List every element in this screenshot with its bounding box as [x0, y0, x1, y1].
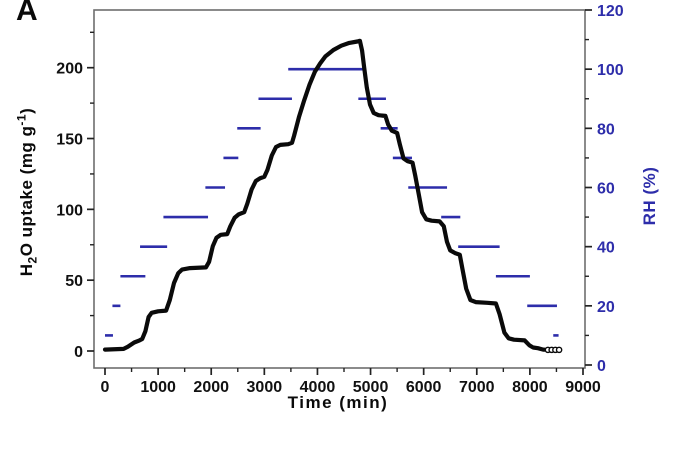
x-tick-label: 6000 [406, 379, 442, 396]
y-axis-label-left: H2O uptake (mg g-1) [14, 108, 39, 277]
y-right-tick-label: 100 [597, 62, 624, 79]
y-right-tick-label: 0 [597, 358, 606, 375]
y-left-tick-label: 200 [56, 61, 83, 78]
y-right-tick-label: 120 [597, 3, 624, 20]
x-tick-label: 2000 [193, 379, 229, 396]
y-left-tick-label: 50 [65, 273, 83, 290]
x-tick-label: 8000 [512, 379, 548, 396]
x-tick-label: 4000 [300, 379, 336, 396]
y-right-tick-label: 80 [597, 121, 615, 138]
y-left-tick-label: 0 [74, 344, 83, 361]
uptake-tail-marker [555, 346, 563, 354]
x-tick-label: 5000 [353, 379, 389, 396]
y-axis-label-right: RH (%) [640, 166, 659, 226]
ylabel-left-post: ) [17, 107, 37, 114]
ylabel-left-mid: O uptake (mg g [17, 125, 37, 257]
x-axis-label: Time (min) [287, 393, 389, 412]
x-tick-label: 3000 [247, 379, 283, 396]
ylabel-left-sub: 2 [25, 256, 40, 264]
y-right-tick-label: 40 [597, 240, 615, 257]
x-tick-label: 7000 [459, 379, 495, 396]
y-left-tick-label: 100 [56, 202, 83, 219]
x-tick-label: 9000 [565, 379, 601, 396]
uptake-curve [102, 38, 547, 352]
ylabel-left-sup: -1 [14, 113, 29, 126]
x-tick-label: 1000 [140, 379, 176, 396]
ylabel-left-pre: H [17, 263, 37, 277]
y-left-tick-label: 150 [56, 132, 83, 149]
y-right-tick-label: 60 [597, 181, 615, 198]
plot-frame [93, 9, 586, 369]
x-tick-label: 0 [101, 379, 110, 396]
y-right-tick-label: 20 [597, 299, 615, 316]
panel-label: A [16, 0, 38, 27]
